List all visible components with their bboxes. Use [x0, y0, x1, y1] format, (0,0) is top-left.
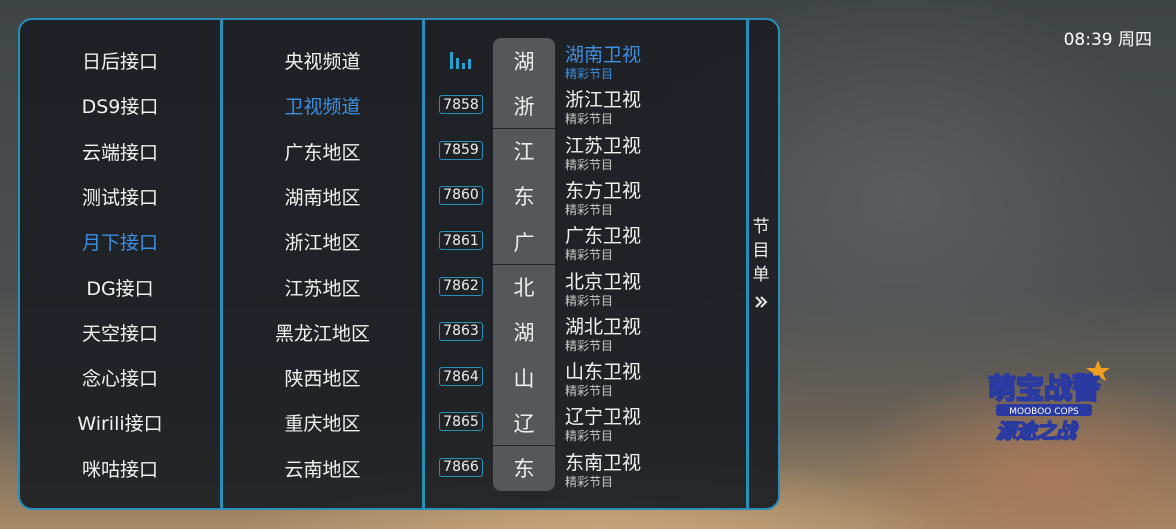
group-item[interactable]: 广东地区 [284, 141, 361, 164]
divider [422, 20, 425, 508]
channel-item[interactable]: 7860 东东方卫视 精彩节目 [425, 173, 746, 219]
source-item[interactable]: 云端接口 [81, 141, 158, 164]
channel-number: 7865 [439, 412, 483, 432]
channel-initial: 广 [493, 219, 555, 265]
channel-program: 精彩节目 [565, 157, 614, 172]
source-list: 日后接口 DS9接口云端接口测试接口月下接口 DG接口天空接口念心接口 Wirili接… [20, 20, 220, 508]
channel-program: 精彩节目 [565, 338, 614, 353]
divider [220, 20, 223, 508]
channel-item[interactable]: 7863 湖湖北卫视 精彩节目 [425, 309, 746, 355]
group-item[interactable]: 卫视频道 [284, 96, 361, 119]
group-item[interactable]: 黑龙江地区 [274, 322, 370, 345]
double-chevron-right-icon [750, 293, 772, 317]
source-item[interactable]: 咪咕接口 [81, 458, 158, 481]
weekday: 周四 [1118, 30, 1152, 50]
channel-number: 7859 [439, 140, 483, 160]
channel-panel: 日后接口 DS9接口云端接口测试接口月下接口 DG接口天空接口念心接口 Wirili接… [18, 18, 780, 510]
channel-initial: 浙 [493, 83, 555, 129]
epg-label: 目 [752, 241, 770, 261]
channel-initial: 北 [493, 264, 555, 310]
source-item[interactable]: 月下接口 [81, 232, 158, 255]
source-item[interactable]: DS9接口 [81, 96, 159, 119]
epg-label: 单 [752, 265, 770, 285]
svg-text:MOOBOO COPS: MOOBOO COPS [1009, 407, 1079, 417]
svg-text:源途之战: 源途之战 [996, 419, 1079, 443]
channel-number: 7866 [439, 457, 483, 477]
group-item[interactable]: 重庆地区 [284, 413, 361, 436]
channel-initial: 山 [493, 355, 555, 401]
channel-program: 精彩节目 [565, 112, 614, 127]
source-item[interactable]: 测试接口 [81, 186, 158, 209]
channel-name: 东方卫视 [565, 179, 642, 202]
channel-item[interactable]: 湖湖南卫视 精彩节目 [425, 38, 746, 83]
channel-item[interactable]: 7862 北北京卫视 精彩节目 [425, 264, 746, 310]
divider [746, 20, 749, 508]
channel-program: 精彩节目 [565, 67, 614, 81]
channel-initial: 东 [493, 445, 555, 491]
group-item[interactable]: 陕西地区 [284, 368, 361, 391]
channel-program: 精彩节目 [565, 248, 614, 263]
epg-label: 节 [752, 217, 770, 237]
channel-initial: 湖 [493, 38, 555, 83]
source-item[interactable]: 日后接口 [81, 51, 158, 73]
group-list: 央视频道卫视频道广东地区湖南地区浙江地区江苏地区黑龙江地区陕西地区重庆地区云南地… [223, 20, 422, 508]
channel-number: 7861 [439, 231, 483, 251]
channel-program: 精彩节目 [565, 202, 614, 217]
show-logo: 萌宝战警 MOOBOO COPS 源途之战 [974, 360, 1114, 449]
channel-item[interactable]: 7865 辽辽宁卫视 精彩节目 [425, 400, 746, 446]
group-item[interactable]: 湖南地区 [284, 186, 361, 209]
clock: 08:39 周四 [1064, 25, 1152, 50]
channel-number: 7860 [439, 185, 483, 205]
channel-name: 辽宁卫视 [565, 406, 642, 429]
group-item[interactable]: 浙江地区 [284, 232, 361, 255]
playing-icon [449, 50, 473, 70]
channel-program: 精彩节目 [565, 293, 614, 308]
channel-name: 江苏卫视 [565, 134, 642, 157]
channel-initial: 辽 [493, 400, 555, 446]
channel-number: 7858 [439, 95, 483, 115]
channel-initial: 江 [493, 128, 555, 174]
source-item[interactable]: 天空接口 [81, 322, 158, 345]
channel-program: 精彩节目 [565, 474, 614, 489]
channel-initial: 东 [493, 173, 555, 219]
channel-item[interactable]: 7858 浙浙江卫视 精彩节目 [425, 83, 746, 129]
source-item[interactable]: Wirili接口 [77, 413, 163, 436]
channel-program: 精彩节目 [565, 429, 614, 444]
channel-number: 7864 [439, 367, 483, 387]
channel-name: 东南卫视 [565, 451, 642, 474]
channel-item[interactable]: 7861 广广东卫视 精彩节目 [425, 219, 746, 265]
channel-name: 浙江卫视 [565, 89, 642, 112]
channel-name: 广东卫视 [565, 225, 642, 248]
epg-button[interactable]: 节 目 单 [750, 215, 772, 317]
group-item[interactable]: 央视频道 [284, 51, 361, 73]
channel-number: 7862 [439, 276, 483, 296]
source-item[interactable]: DG接口 [86, 277, 154, 300]
source-item[interactable]: 念心接口 [81, 368, 158, 391]
svg-text:萌宝战警: 萌宝战警 [988, 372, 1100, 405]
channel-name: 湖南卫视 [565, 44, 642, 66]
channel-program: 精彩节目 [565, 384, 614, 399]
channel-name: 山东卫视 [565, 361, 642, 384]
time: 08:39 [1063, 30, 1113, 50]
channel-name: 北京卫视 [565, 270, 642, 293]
channel-item[interactable]: 7859 江江苏卫视 精彩节目 [425, 128, 746, 174]
channel-item[interactable]: 7866 东东南卫视 精彩节目 [425, 445, 746, 491]
channel-name: 湖北卫视 [565, 315, 642, 338]
channel-initial: 湖 [493, 309, 555, 355]
group-item[interactable]: 云南地区 [284, 458, 361, 481]
channel-item[interactable]: 7864 山山东卫视 精彩节目 [425, 355, 746, 401]
channel-number: 7863 [439, 321, 483, 341]
channel-list: 湖湖南卫视 精彩节目 7858 浙浙江卫视 精彩节目 7859 江江苏卫视 精彩节目 7860 东… [425, 20, 746, 508]
group-item[interactable]: 江苏地区 [284, 277, 361, 300]
